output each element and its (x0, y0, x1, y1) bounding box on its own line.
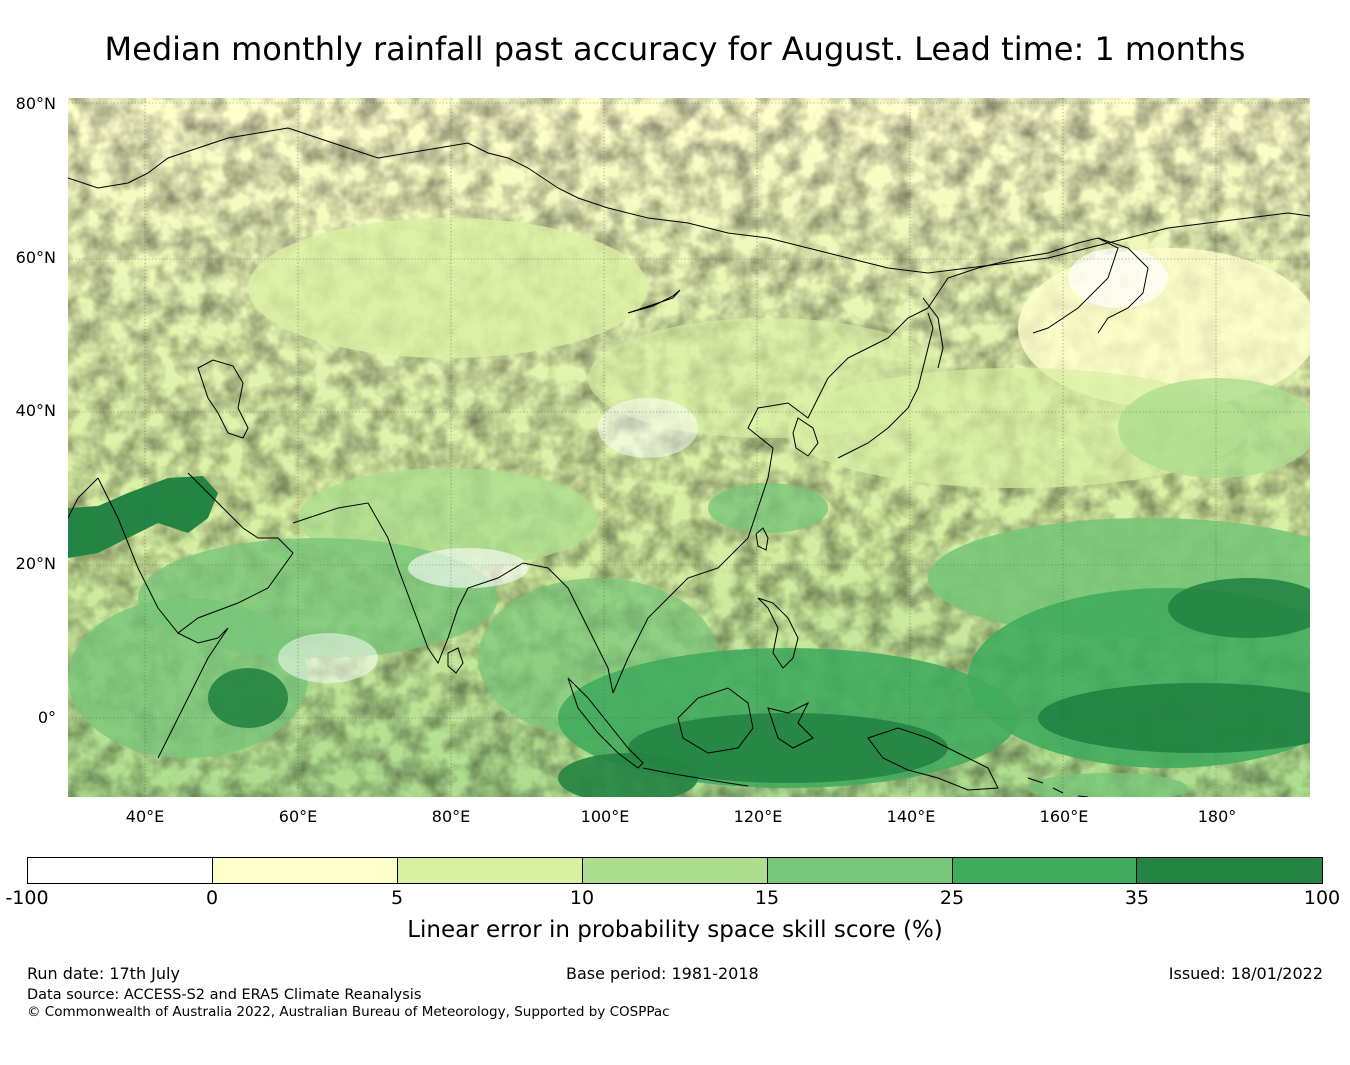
copyright-notice: © Commonwealth of Australia 2022, Austra… (27, 1004, 670, 1020)
lon-label-60e: 60°E (278, 807, 318, 826)
lon-label-120e: 120°E (733, 807, 783, 826)
skill-regions (68, 218, 1310, 797)
colorbar-tick: 15 (754, 887, 780, 909)
colorbar-label: Linear error in probability space skill … (407, 917, 943, 943)
colorbar-tick: -100 (5, 887, 49, 909)
lon-label-40e: 40°E (125, 807, 165, 826)
skill-score-map (68, 98, 1310, 797)
colorbar-segment (952, 858, 1138, 883)
lon-label-160e: 160°E (1039, 807, 1089, 826)
run-date: Run date: 17th July (27, 964, 180, 983)
lon-label-80e: 80°E (431, 807, 471, 826)
colorbar-tick: 100 (1303, 887, 1341, 909)
colorbar (27, 857, 1323, 884)
lon-label-140e: 140°E (886, 807, 936, 826)
data-source: Data source: ACCESS-S2 and ERA5 Climate … (27, 987, 422, 1003)
coastlines (68, 127, 1310, 797)
colorbar-segment (397, 858, 583, 883)
colorbar-tick: 35 (1124, 887, 1150, 909)
lon-label-180: 180° (1197, 807, 1237, 826)
base-period: Base period: 1981-2018 (566, 964, 759, 983)
lat-label-80n: 80°N (15, 94, 56, 113)
lat-label-60n: 60°N (15, 248, 56, 267)
colorbar-segment (1137, 858, 1322, 883)
lat-label-0: 0° (37, 708, 56, 727)
lat-label-40n: 40°N (15, 401, 56, 420)
lat-label-20n: 20°N (15, 554, 56, 573)
colorbar-segment (767, 858, 953, 883)
colorbar-segment (582, 858, 768, 883)
colorbar-tick: 0 (205, 887, 219, 909)
colorbar-tick: 5 (390, 887, 404, 909)
colorbar-tick: 10 (569, 887, 595, 909)
graticule (68, 98, 1310, 797)
issued-date: Issued: 18/01/2022 (1168, 964, 1323, 983)
colorbar-tick: 25 (939, 887, 965, 909)
colorbar-segment (28, 858, 213, 883)
map-title: Median monthly rainfall past accuracy fo… (104, 30, 1246, 68)
lon-label-100e: 100°E (580, 807, 630, 826)
colorbar-segment (212, 858, 398, 883)
